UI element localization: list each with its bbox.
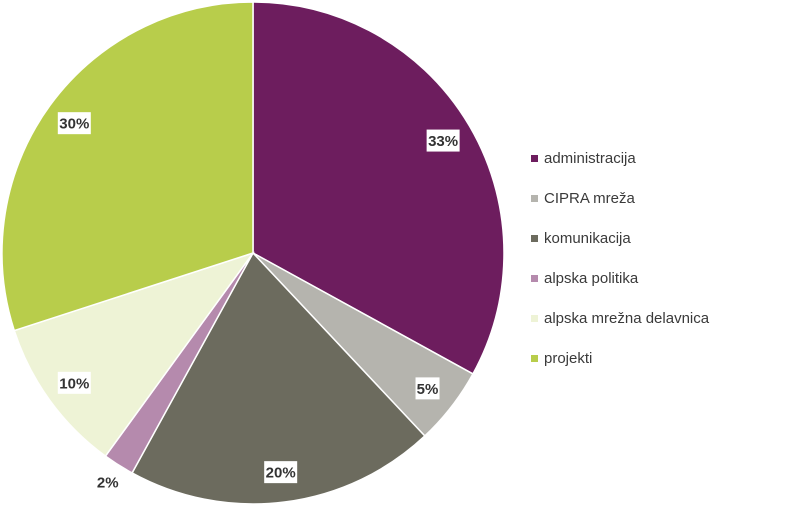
data-label-2: 20% xyxy=(264,461,298,484)
data-label-text: 5% xyxy=(417,381,439,398)
legend-swatch xyxy=(531,314,538,322)
legend-item: alpska mrežna delavnica xyxy=(531,298,709,338)
legend-item: alpska politika xyxy=(531,258,709,298)
legend-swatch xyxy=(531,194,538,202)
data-label-0: 33% xyxy=(426,129,460,152)
data-label-text: 30% xyxy=(59,116,89,133)
pie-slice-5 xyxy=(1,1,254,332)
data-label-3: 2% xyxy=(97,474,119,491)
legend-label: komunikacija xyxy=(544,229,631,247)
data-label-text: 20% xyxy=(266,465,296,482)
legend-label: alpska mrežna delavnica xyxy=(544,309,710,327)
legend: administracija CIPRA mreža komunikacija alp… xyxy=(531,138,709,378)
legend-item: administracija xyxy=(531,138,709,178)
legend-label: alpska politika xyxy=(544,269,639,287)
data-label-4: 10% xyxy=(57,371,91,394)
data-label-box xyxy=(57,371,91,394)
data-label-box xyxy=(415,377,440,400)
legend-label: CIPRA mreža xyxy=(544,189,635,207)
legend-swatch xyxy=(531,234,538,242)
legend-label: administracija xyxy=(544,149,636,167)
legend-label: projekti xyxy=(544,349,593,367)
pie-slice-2 xyxy=(131,251,426,505)
legend-item: komunikacija xyxy=(531,218,709,258)
legend-item: projekti xyxy=(531,338,709,378)
legend-swatch xyxy=(531,274,538,282)
data-label-1: 5% xyxy=(415,377,440,400)
data-label-box xyxy=(57,112,91,135)
data-label-box xyxy=(426,129,460,152)
data-label-text: 2% xyxy=(97,474,119,491)
legend-swatch xyxy=(531,354,538,362)
pie-slice-4 xyxy=(13,251,255,458)
data-label-box xyxy=(264,461,298,484)
data-label-text: 33% xyxy=(428,133,458,150)
legend-swatch xyxy=(531,154,538,162)
data-label-5: 30% xyxy=(57,112,91,135)
data-label-text: 10% xyxy=(59,375,89,392)
legend-item: CIPRA mreža xyxy=(531,178,709,218)
pie-slice-0 xyxy=(252,1,505,375)
